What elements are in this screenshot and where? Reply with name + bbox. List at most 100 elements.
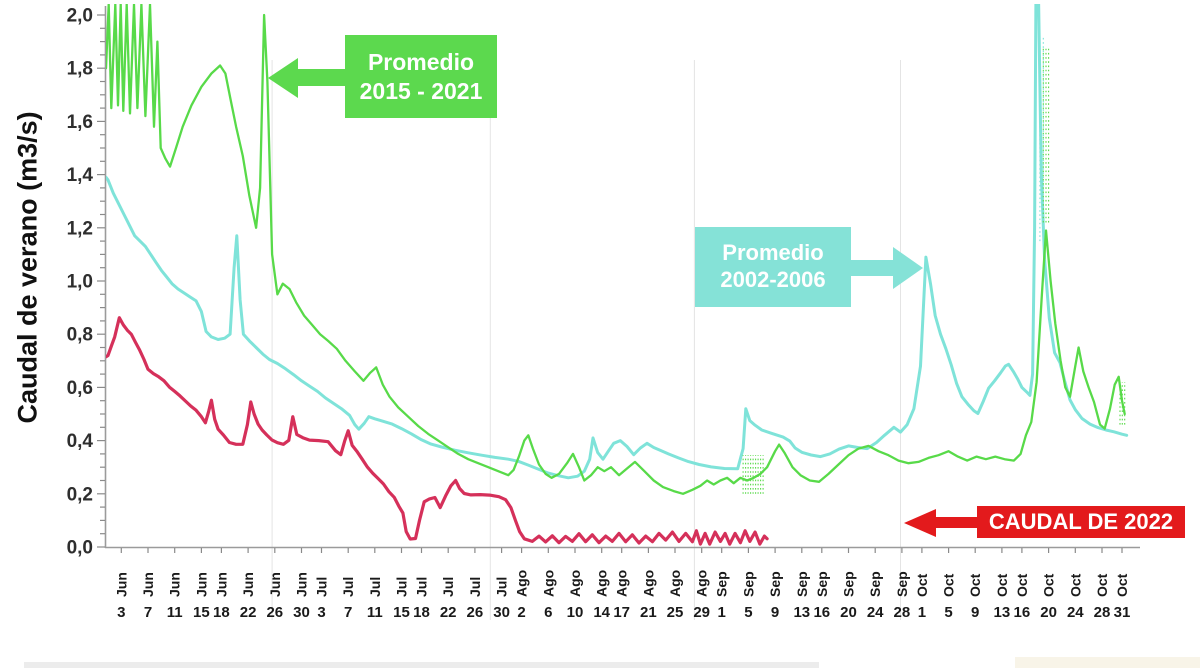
callout-red-label: CAUDAL DE 2022 (988, 508, 1174, 534)
x-tick-month-label: Sep (767, 571, 783, 597)
callout-caudal-2022: CAUDAL DE 2022 (977, 506, 1185, 538)
series-line-caudal-de-2022 (106, 316, 769, 546)
x-tick-day-label: 18 (213, 604, 230, 621)
callout-promedio-2015-2021: Promedio 2015 - 2021 (345, 35, 497, 118)
y-tick-label: 1,8 (67, 59, 93, 80)
y-tick-label: 0,4 (67, 431, 94, 452)
y-tick-label: 1,4 (67, 165, 94, 186)
x-tick-month-label: Jun (113, 572, 129, 597)
x-tick-day-label: 21 (640, 604, 657, 621)
x-tick-day-label: 24 (1067, 604, 1084, 621)
x-tick-day-label: 15 (193, 604, 210, 621)
x-tick-day-label: 11 (167, 604, 183, 621)
x-tick-day-label: 7 (344, 604, 352, 621)
y-tick-label: 0,0 (67, 538, 93, 559)
x-tick-month-label: Oct (1094, 573, 1110, 597)
cropped-legend-edge-right (1015, 657, 1200, 668)
x-tick-day-label: 3 (117, 604, 125, 621)
y-tick-label: 1,6 (67, 112, 93, 133)
x-tick-day-label: 30 (493, 604, 510, 621)
x-tick-day-label: 20 (1040, 604, 1057, 621)
x-tick-day-label: 22 (240, 604, 257, 621)
x-tick-day-label: 31 (1114, 604, 1131, 621)
x-tick-month-label: Jul (467, 577, 483, 597)
x-tick-month-label: Jun (213, 572, 229, 597)
x-tick-month-label: Ago (667, 570, 683, 597)
x-tick-month-label: Ago (694, 570, 710, 597)
x-tick-month-label: Sep (867, 571, 883, 597)
x-tick-month-label: Jun (193, 572, 209, 597)
x-tick-month-label: Oct (1041, 573, 1057, 597)
x-tick-day-label: 16 (1014, 604, 1031, 621)
x-tick-month-label: Oct (1014, 573, 1030, 597)
x-tick-day-label: 1 (918, 604, 926, 621)
x-tick-month-label: Oct (967, 573, 983, 597)
series-line-promedio-2015-2021 (106, 4, 1126, 495)
x-tick-day-label: 9 (971, 604, 979, 621)
x-tick-month-label: Jun (294, 572, 310, 597)
x-tick-month-label: Jul (314, 577, 330, 597)
x-tick-month-label: Jun (240, 572, 256, 597)
x-tick-day-label: 20 (840, 604, 857, 621)
x-tick-month-label: Sep (841, 571, 857, 597)
x-tick-month-label: Jun (167, 572, 183, 597)
callout-red-arrow-shaft (936, 517, 978, 528)
x-tick-day-label: 26 (266, 604, 283, 621)
x-tick-day-label: 30 (293, 604, 310, 621)
x-tick-month-label: Ago (640, 570, 656, 597)
callout-promedio-2002-2006: Promedio 2002-2006 (695, 227, 851, 307)
x-tick-month-label: Jul (440, 577, 456, 597)
x-tick-month-label: Oct (941, 573, 957, 597)
x-tick-day-label: 10 (567, 604, 584, 621)
x-tick-month-label: Ago (567, 570, 583, 597)
x-tick-day-label: 18 (413, 604, 430, 621)
x-tick-day-label: 24 (867, 604, 884, 621)
callout-cyan-line2: 2002-2006 (720, 267, 826, 292)
x-tick-day-label: 13 (793, 604, 810, 621)
x-tick-month-label: Ago (540, 570, 556, 597)
x-tick-month-label: Sep (794, 571, 810, 597)
x-tick-day-label: 28 (894, 604, 911, 621)
x-tick-month-label: Oct (1114, 573, 1130, 597)
y-tick-label: 1,2 (67, 218, 93, 239)
x-tick-day-label: 3 (317, 604, 325, 621)
x-tick-day-label: 29 (693, 604, 710, 621)
y-tick-label: 0,2 (67, 484, 93, 505)
x-tick-month-label: Jul (494, 577, 510, 597)
x-tick-month-label: Sep (740, 571, 756, 597)
x-tick-day-label: 5 (944, 604, 952, 621)
y-axis-title: Caudal de verano (m3/s) (12, 111, 43, 424)
x-tick-day-label: 16 (813, 604, 830, 621)
x-tick-month-label: Ago (614, 570, 630, 597)
x-tick-month-label: Jul (394, 577, 410, 597)
y-tick-label: 0,8 (67, 325, 93, 346)
callout-green-line1: Promedio (367, 49, 475, 76)
x-tick-day-label: 25 (667, 604, 684, 621)
x-tick-day-label: 15 (393, 604, 410, 621)
x-tick-month-label: Jul (340, 577, 356, 597)
x-tick-day-label: 14 (593, 604, 610, 621)
x-tick-month-label: Oct (994, 573, 1010, 597)
x-tick-day-label: 22 (440, 604, 457, 621)
x-tick-day-label: 26 (467, 604, 484, 621)
y-tick-label: 1,0 (67, 272, 93, 293)
y-tick-label: 2,0 (67, 6, 93, 27)
x-tick-month-label: Sep (894, 571, 910, 597)
x-tick-month-label: Sep (714, 571, 730, 597)
x-tick-month-label: Jun (140, 572, 156, 597)
x-tick-month-label: Jun (267, 572, 283, 597)
x-tick-day-label: 7 (144, 604, 152, 621)
x-tick-month-label: Ago (594, 570, 610, 597)
x-tick-day-label: 6 (544, 604, 552, 621)
left-arrow-icon (904, 509, 936, 537)
series-line-promedio-2002-2006 (106, 4, 1129, 480)
x-tick-day-label: 9 (771, 604, 779, 621)
x-tick-day-label: 2 (517, 604, 525, 621)
cropped-legend-edge (24, 662, 819, 668)
x-tick-day-label: 1 (718, 604, 726, 621)
callout-cyan-arrow-shaft (850, 260, 893, 276)
right-arrow-icon (893, 247, 923, 289)
x-tick-day-label: 17 (613, 604, 630, 621)
